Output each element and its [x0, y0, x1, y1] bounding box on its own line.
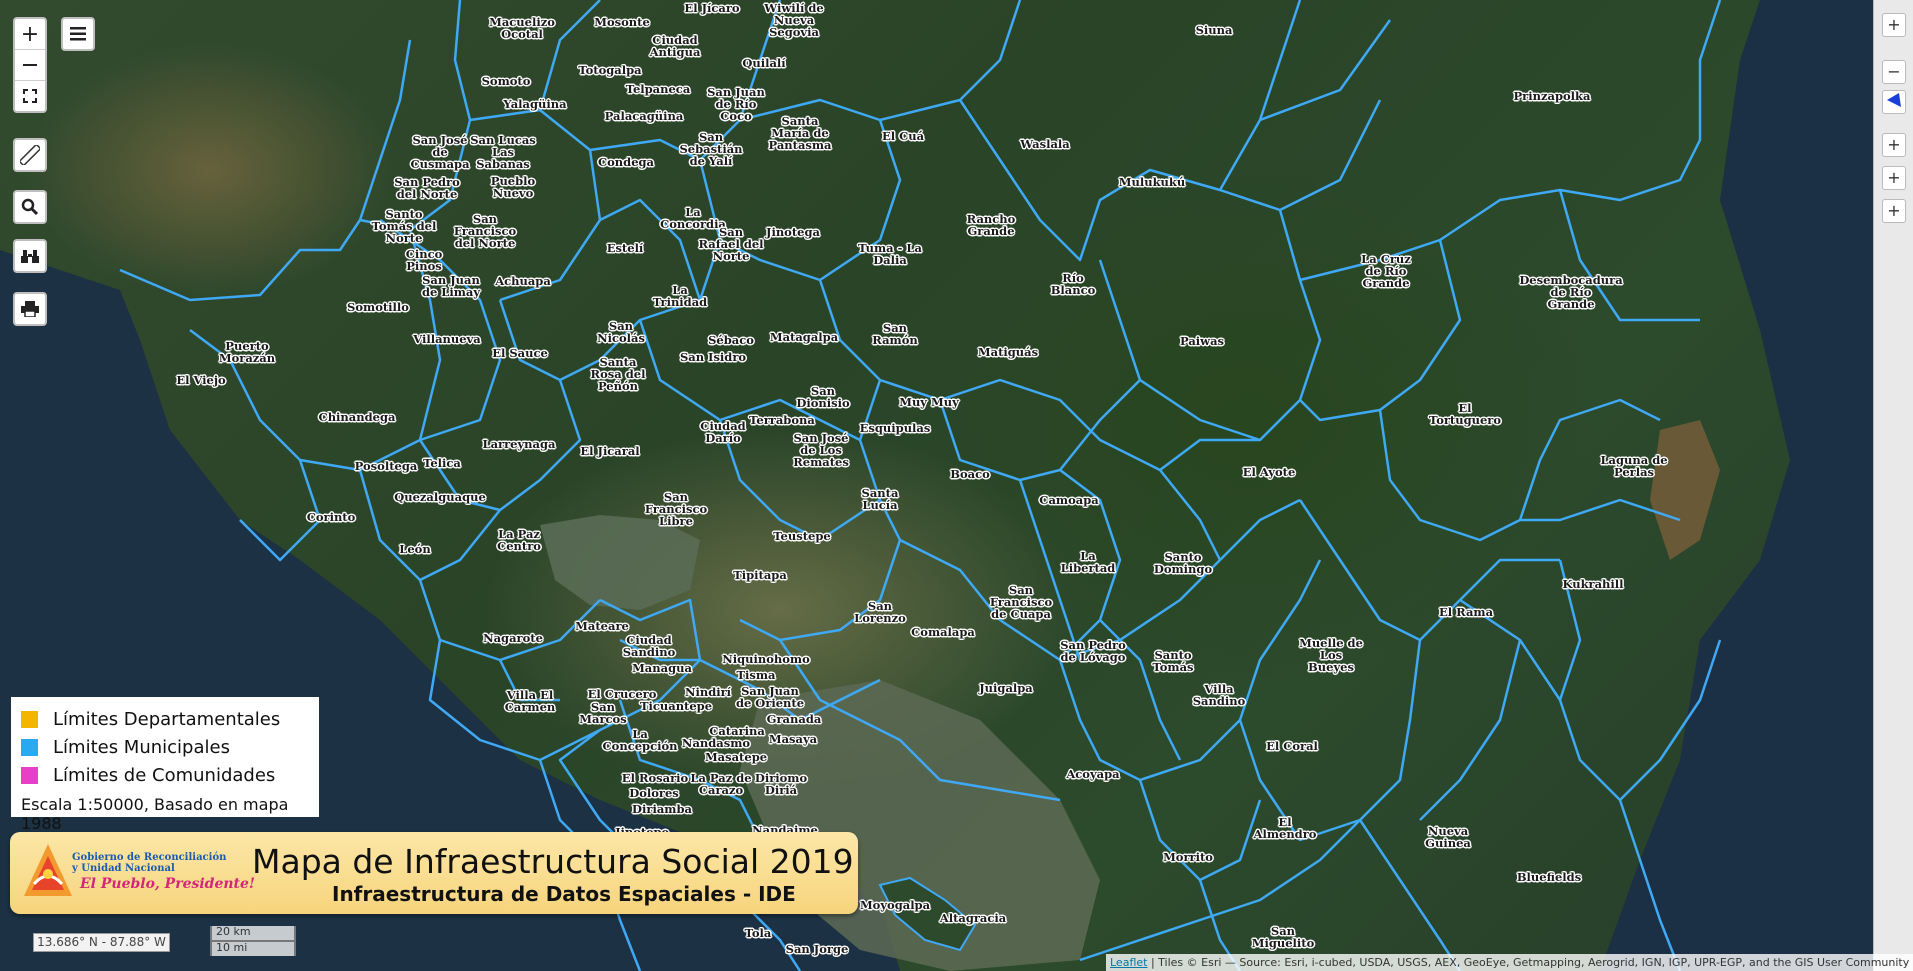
legend-panel: Límites Departamentales Límites Municipa…: [11, 697, 319, 833]
attribution-text: | Tiles © Esri — Source: Esri, i-cubed, …: [1147, 956, 1910, 969]
ruler-icon: [20, 145, 40, 165]
right-panel-button-1[interactable]: +: [1882, 13, 1906, 37]
layer-indicator-icon: [1887, 93, 1901, 107]
government-logo-icon: [24, 844, 72, 896]
hamburger-menu-icon: [70, 27, 86, 41]
right-panel-button-3[interactable]: +: [1882, 133, 1906, 157]
zoom-in-button[interactable]: +: [15, 19, 45, 50]
fullscreen-button[interactable]: [15, 81, 45, 111]
banner-subtitle: Infraestructura de Datos Espaciales - ID…: [332, 882, 796, 906]
measure-button[interactable]: [13, 138, 47, 172]
measure-button-inner[interactable]: [15, 140, 45, 170]
legend-item-comunidades: Límites de Comunidades: [21, 761, 309, 789]
legend-swatch: [21, 766, 38, 784]
minus-icon: [23, 64, 37, 66]
printer-icon: [21, 301, 39, 317]
pearl-lagoon: [1650, 420, 1720, 560]
legend-label: Límites Municipales: [53, 736, 230, 758]
zoom-out-button[interactable]: [15, 50, 45, 81]
print-button[interactable]: [13, 292, 47, 326]
right-side-panel: + − + + +: [1873, 0, 1913, 971]
menu-button[interactable]: [61, 17, 95, 51]
search-button-inner[interactable]: [15, 192, 45, 222]
legend-item-departamentales: Límites Departamentales: [21, 705, 309, 733]
locate-button[interactable]: [13, 239, 47, 273]
legend-scale-note: Escala 1:50000, Basado en mapa 1988: [21, 795, 289, 833]
search-button[interactable]: [13, 190, 47, 224]
legend-label: Límites de Comunidades: [53, 764, 276, 786]
zoom-control: +: [13, 17, 47, 113]
print-button-inner[interactable]: [15, 294, 45, 324]
locate-button-inner[interactable]: [15, 241, 45, 271]
right-panel-button-2[interactable]: −: [1882, 60, 1906, 84]
legend-label: Límites Departamentales: [53, 708, 281, 730]
legend-item-municipales: Límites Municipales: [21, 733, 309, 761]
scale-bar-imperial: 10 mi: [210, 940, 296, 956]
title-banner: Gobierno de Reconciliación y Unidad Naci…: [10, 832, 858, 914]
lake-managua: [540, 515, 700, 610]
fullscreen-icon: [23, 89, 37, 103]
government-org-name: Gobierno de Reconciliación y Unidad Naci…: [72, 852, 227, 874]
layer-indicator-button[interactable]: [1882, 90, 1906, 114]
binoculars-icon: [21, 250, 39, 263]
legend-swatch: [21, 738, 38, 756]
menu-button-inner[interactable]: [63, 19, 93, 49]
government-slogan: El Pueblo, Presidente!: [80, 876, 256, 892]
leaflet-link[interactable]: Leaflet: [1110, 956, 1148, 969]
mouse-coordinates: 13.686° N - 87.88° W: [33, 933, 170, 952]
right-panel-button-5[interactable]: +: [1882, 199, 1906, 223]
ometepe-island: [878, 876, 977, 952]
scale-bar: 20 km 10 mi: [210, 926, 296, 956]
caribbean-sea: [1600, 0, 1873, 971]
legend-swatch: [21, 710, 38, 728]
search-icon: [21, 198, 39, 216]
map-attribution: Leaflet | Tiles © Esri — Source: Esri, i…: [1106, 954, 1913, 971]
right-panel-button-4[interactable]: +: [1882, 166, 1906, 190]
banner-title: Mapa de Infraestructura Social 2019: [252, 842, 854, 881]
